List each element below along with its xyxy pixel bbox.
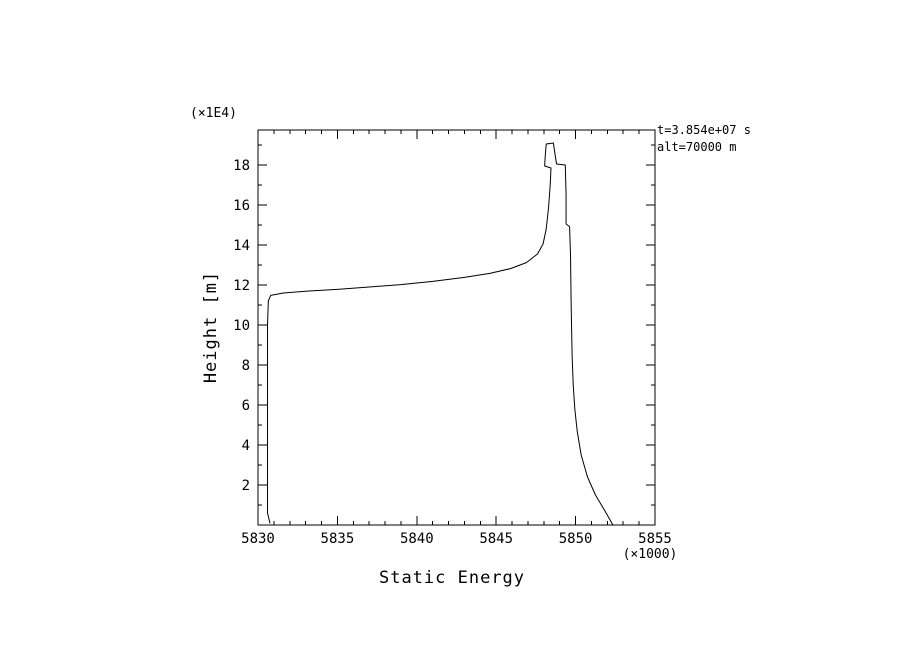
chart-minor-ticks [258,130,655,526]
x-axis-title: Static Energy [378,568,526,588]
annotation-time: t=3.854e+07 s [657,123,751,137]
annotation-altitude: alt=70000 m [657,140,737,154]
x-tick-label: 5830 [241,531,275,547]
chart-tick-labels: 5830 5835 5840 5845 5850 5855 2 4 6 8 10 12 14 16 18 [233,158,672,547]
chart-major-ticks [257,130,656,525]
y-tick-label: 6 [242,398,250,414]
static-energy-profile [267,142,614,526]
x-tick-label: 5840 [400,531,434,547]
y-axis-title: Height [m] [201,270,221,384]
chart-series [267,142,614,526]
x-tick-label: 5835 [321,531,355,547]
y-tick-label: 16 [233,198,250,214]
y-axis-scale-note: (×1E4) [190,106,237,121]
x-tick-label: 5850 [559,531,593,547]
y-tick-label: 12 [233,278,250,294]
y-tick-label: 14 [233,238,250,254]
y-tick-label: 2 [242,478,250,494]
x-tick-label: 5855 [638,531,672,547]
x-tick-label: 5845 [479,531,513,547]
chart-frame [257,129,656,526]
x-axis-scale-note: (×1000) [622,547,678,562]
y-tick-label: 18 [233,158,250,174]
y-tick-label: 8 [242,358,250,374]
y-tick-label: 10 [233,318,250,334]
y-tick-label: 4 [242,438,250,454]
